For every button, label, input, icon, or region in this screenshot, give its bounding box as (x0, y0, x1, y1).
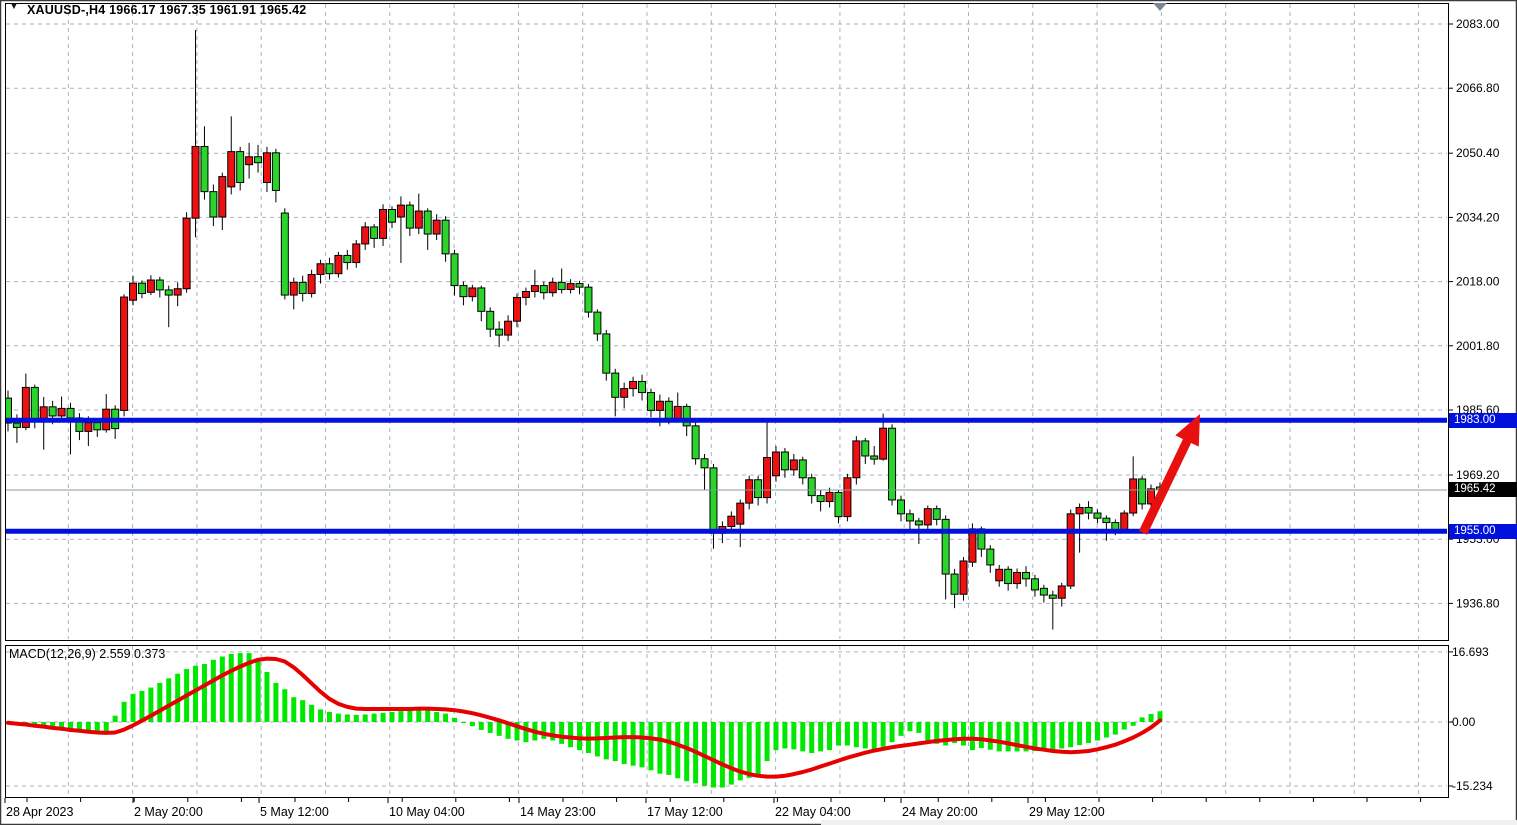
svg-text:2001.80: 2001.80 (1456, 339, 1500, 353)
svg-text:10 May 04:00: 10 May 04:00 (389, 805, 465, 819)
last-price-chip: 1965.42 (1449, 482, 1517, 497)
svg-text:24 May 20:00: 24 May 20:00 (902, 805, 978, 819)
trend-arrow-annotation[interactable] (1138, 414, 1200, 535)
svg-text:2018.00: 2018.00 (1456, 275, 1500, 289)
svg-text:2050.40: 2050.40 (1456, 146, 1500, 160)
support-price-chip: 1955.00 (1449, 524, 1517, 539)
bar-shift-marker-icon[interactable] (1153, 3, 1167, 11)
resistance-price-chip: 1983.00 (1449, 413, 1517, 428)
svg-text:14 May 23:00: 14 May 23:00 (520, 805, 596, 819)
svg-text:5 May 12:00: 5 May 12:00 (260, 805, 329, 819)
svg-text:0.00: 0.00 (1452, 715, 1476, 729)
svg-text:2083.00: 2083.00 (1456, 17, 1500, 31)
svg-text:2 May 20:00: 2 May 20:00 (134, 805, 203, 819)
svg-text:1936.80: 1936.80 (1456, 596, 1500, 610)
macd-signal-line (6, 656, 1162, 779)
main-panel-frame (5, 3, 1449, 641)
support-resistance-lines[interactable] (6, 417, 1447, 534)
svg-text:29 May 12:00: 29 May 12:00 (1029, 805, 1105, 819)
macd-histogram (6, 653, 1163, 788)
chart-title-ohlc: XAUUSD-,H4 1966.17 1967.35 1961.91 1965.… (27, 3, 307, 17)
svg-text:2066.80: 2066.80 (1456, 81, 1500, 95)
symbol-dropdown-icon[interactable]: ▼ (9, 1, 19, 12)
time-axis[interactable]: 28 Apr 2023 2 May 20:00 5 May 12:00 10 May … (4, 798, 1422, 819)
bottom-strip (821, 820, 1517, 825)
svg-text:1969.20: 1969.20 (1456, 468, 1500, 482)
macd-indicator-label: MACD(12,26,9) 2.559 0.373 (9, 647, 166, 661)
price-axis[interactable]: 2083.00 2066.80 2050.40 2034.20 2018.00 2001.… (1448, 17, 1500, 793)
svg-text:-15.234: -15.234 (1452, 779, 1493, 793)
svg-text:16.693: 16.693 (1452, 645, 1489, 659)
svg-text:28 Apr 2023: 28 Apr 2023 (6, 805, 73, 819)
svg-text:22 May 04:00: 22 May 04:00 (775, 805, 851, 819)
svg-text:2034.20: 2034.20 (1456, 210, 1500, 224)
svg-text:17 May 12:00: 17 May 12:00 (647, 805, 723, 819)
